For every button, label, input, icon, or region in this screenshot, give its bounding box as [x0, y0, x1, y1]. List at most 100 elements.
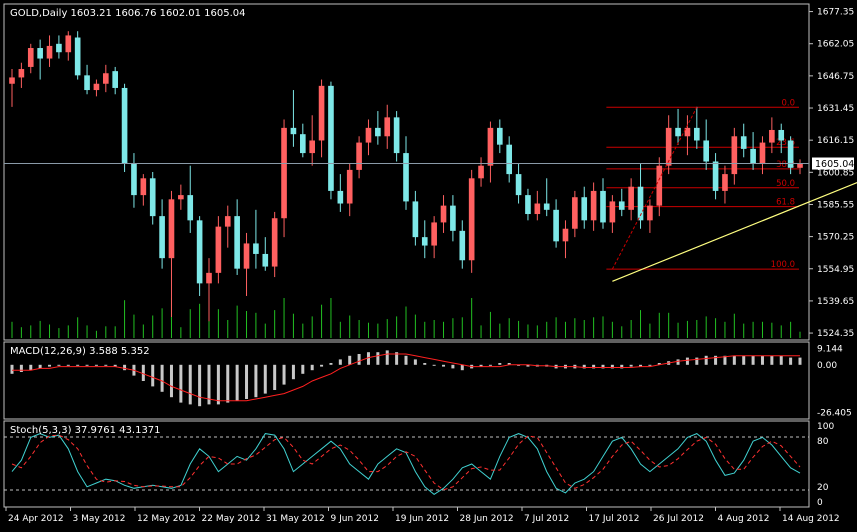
volume-bar [499, 323, 501, 338]
candle-body [750, 148, 756, 164]
volume-bar [414, 314, 416, 338]
candle-body [262, 253, 269, 267]
volume-bar [705, 316, 707, 338]
candle-body [431, 222, 437, 246]
volume-bar [339, 321, 341, 338]
candle-body [534, 203, 541, 215]
candle-body [234, 216, 240, 269]
candle-body [684, 127, 691, 137]
volume-bar [696, 320, 698, 338]
stoch-signal-line [11, 434, 801, 491]
candle-body [102, 73, 109, 84]
price-axis-label: 1539.65 [817, 297, 854, 307]
candle-body [543, 203, 550, 210]
stoch-axis-label: 80 [817, 437, 829, 447]
volume-bar [349, 315, 351, 338]
volume-bar [443, 321, 445, 338]
candle-body [778, 129, 785, 141]
volume-bar [161, 308, 163, 338]
stoch-axis-label: 20 [817, 483, 829, 493]
current-price-text: 1605.04 [815, 159, 854, 170]
candle-body [206, 272, 212, 284]
candle-body [421, 237, 428, 246]
support-trendline[interactable] [612, 149, 857, 282]
volume-bar [433, 320, 435, 338]
volume-bar [377, 323, 379, 338]
candle-body [450, 205, 456, 231]
macd-bar [442, 364, 446, 367]
volume-bar [761, 321, 763, 338]
macd-bar [779, 355, 783, 365]
macd-bar [123, 364, 127, 371]
volume-bar [255, 312, 257, 338]
macd-bar [676, 359, 680, 365]
macd-bar [376, 352, 380, 365]
volume-bar [189, 309, 191, 338]
candle-body [290, 127, 297, 135]
macd-bar [254, 364, 258, 398]
volume-bar [743, 323, 745, 338]
fib-level-label: 38.2 [776, 160, 795, 170]
volume-bar [217, 309, 219, 338]
macd-bar [310, 364, 314, 371]
volume-bar [396, 316, 398, 338]
candle-body [196, 220, 203, 284]
candle-body [553, 209, 559, 242]
macd-bar [460, 364, 464, 371]
volume-bars [11, 298, 801, 338]
macd-bar [685, 357, 689, 365]
date-axis-label: 22 May 2012 [202, 514, 261, 524]
candle-body [56, 43, 62, 53]
macd-axis: 9.144 0.00 -26.405 [817, 344, 852, 418]
volume-bar [367, 322, 369, 338]
volume-bar [424, 321, 426, 338]
candle-body [384, 117, 391, 137]
candle-body [609, 201, 616, 223]
fib-level-label: 50.0 [776, 179, 795, 189]
volume-bar [527, 324, 529, 338]
volume-bar [508, 318, 510, 338]
candle-body [740, 136, 747, 149]
date-axis-label: 26 Jul 2012 [653, 514, 704, 524]
candlesticks [9, 31, 803, 322]
volume-bar [124, 300, 126, 338]
macd-bar [432, 364, 436, 366]
price-panel[interactable]: 0.0 23.6 38.2 50.0 61.8 100.0 GOLD,Daily 1603… [3, 3, 857, 341]
candle-body [84, 75, 90, 91]
candle-body [665, 127, 672, 166]
date-axis: 24 Apr 2012 3 May 2012 12 May 2012 22 May 2… [5, 507, 840, 524]
stoch-axis-label: 0 [817, 498, 823, 508]
volume-bar [30, 325, 32, 338]
volume-bar [95, 330, 97, 338]
volume-bar [386, 319, 388, 338]
macd-bar [320, 364, 324, 367]
candle-body [215, 226, 222, 273]
price-axis-label: 1570.25 [817, 233, 854, 243]
volume-bar [471, 298, 473, 338]
macd-bar [714, 355, 718, 365]
volume-bar [227, 320, 229, 338]
volume-bar [452, 318, 454, 338]
volume-bar [546, 321, 548, 338]
macd-bar [404, 355, 408, 365]
candle-body [9, 77, 15, 84]
volume-bar [170, 298, 172, 338]
macd-panel[interactable]: MACD(12,26,9) 3.588 5.352 9.144 0.00 -26.4… [3, 341, 852, 420]
candle-body [759, 142, 766, 164]
candle-body [656, 165, 663, 206]
candle-body [637, 186, 644, 221]
candle-body [27, 48, 34, 67]
macd-axis-label: -26.405 [817, 408, 852, 418]
macd-axis-label: 0.00 [817, 361, 837, 371]
date-axis-label: 7 Jul 2012 [524, 514, 569, 524]
volume-bar [574, 318, 576, 338]
macd-bar [451, 364, 455, 369]
volume-bar [246, 311, 248, 338]
volume-bar [11, 321, 13, 338]
macd-bar [57, 364, 61, 366]
candle-body [112, 71, 119, 88]
volume-bar [752, 321, 754, 338]
macd-bar [235, 364, 239, 401]
stochastic-panel[interactable]: Stoch(5,3,3) 37.9761 43.1371 100 80 20 0 [3, 420, 834, 508]
